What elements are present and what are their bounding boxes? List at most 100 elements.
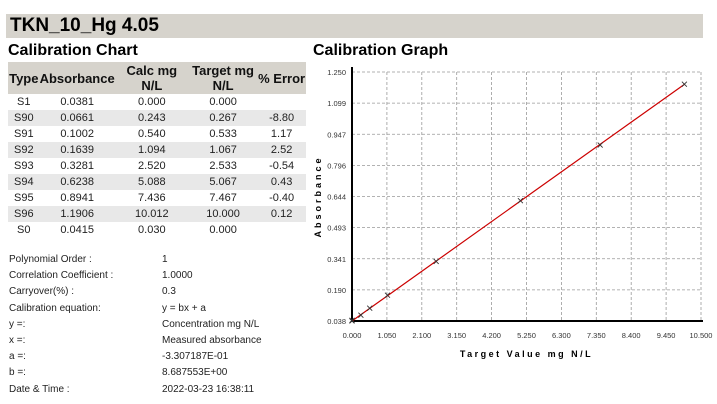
- table-cell: 0.267: [188, 110, 258, 126]
- table-cell: S93: [14, 160, 34, 172]
- info-row: Date & Time : 2022-03-23 16:38:11: [9, 384, 262, 400]
- y-tick-label: 0.341: [327, 255, 346, 264]
- info-value: Concentration mg N/L: [162, 318, 260, 330]
- table-row: S92 0.1639 1.094 1.067 2.52: [8, 142, 306, 158]
- data-point: [597, 142, 604, 148]
- info-label: Carryover(%) :: [9, 286, 75, 298]
- y-tick-label: 0.493: [327, 224, 346, 233]
- data-point: [358, 312, 364, 319]
- info-label: b =:: [9, 367, 26, 379]
- data-point: [349, 318, 355, 324]
- table-cell: 1.17: [270, 128, 293, 140]
- table-cell: 2.52: [257, 142, 306, 158]
- table-cell: S94: [8, 174, 40, 190]
- table-cell: 7.467: [209, 192, 237, 204]
- table-cell: -0.54: [269, 160, 295, 172]
- calibration-chart-heading: Calibration Chart: [8, 42, 138, 59]
- info-value: 0.3: [162, 286, 176, 298]
- x-tick-label: 4.200: [482, 331, 501, 340]
- data-point: [433, 258, 440, 265]
- info-row: x =: Measured absorbance: [9, 335, 262, 351]
- x-tick-label: 6.300: [552, 331, 571, 340]
- table-row: S0 0.0415 0.030 0.000: [8, 222, 306, 238]
- table-cell: 0.000: [209, 224, 237, 236]
- x-tick-label: 2.100: [412, 331, 431, 340]
- x-tick-label: 5.250: [517, 331, 536, 340]
- column-header: Absorbance: [39, 62, 115, 94]
- column-header: % Error: [257, 62, 306, 94]
- table-row: S95 0.8941 7.436 7.467 -0.40: [8, 190, 306, 206]
- table-cell: 0.6238: [39, 174, 115, 190]
- info-value: -3.307187E-01: [162, 351, 229, 363]
- x-tick-label: 1.050: [378, 331, 397, 340]
- table-cell: 1.094: [114, 142, 189, 158]
- x-tick-label: 9.450: [657, 331, 676, 340]
- fit-line: [351, 83, 685, 322]
- table-cell: 1.067: [188, 142, 258, 158]
- data-point: [366, 305, 373, 312]
- data-point: [349, 317, 355, 324]
- table-cell: S95: [14, 192, 34, 204]
- table-cell: S91: [14, 128, 34, 140]
- table-row: S90 0.0661 0.243 0.267 -8.80: [8, 110, 306, 126]
- table-cell: 5.067: [188, 174, 258, 190]
- table-cell: 0.43: [257, 174, 306, 190]
- table-cell: -8.80: [257, 110, 306, 126]
- table-cell: [257, 94, 306, 110]
- info-value: y = bx + a: [162, 302, 206, 314]
- table-cell: S1: [17, 96, 31, 108]
- info-value: 2022-03-23 16:38:11: [162, 383, 255, 395]
- y-axis-label: Absorbance: [313, 155, 323, 237]
- table-cell: 0.8941: [60, 192, 94, 204]
- x-tick-label: 7.350: [587, 331, 606, 340]
- info-row: b =: 8.687553E+00: [9, 367, 262, 383]
- table-cell: 1.1906: [39, 206, 115, 222]
- table-row: S94 0.6238 5.088 5.067 0.43: [8, 174, 306, 190]
- table-row: S1 0.0381 0.000 0.000: [8, 94, 306, 110]
- table-cell: 0.0661: [39, 110, 115, 126]
- table-cell: S0: [17, 224, 31, 236]
- table-cell: [257, 222, 306, 238]
- table-cell: 0.1639: [39, 142, 115, 158]
- info-value: 1: [162, 254, 168, 265]
- info-value: 1.0000: [162, 270, 193, 282]
- data-point: [681, 81, 688, 88]
- table-row: S91 0.1002 0.540 0.533 1.17: [8, 126, 306, 142]
- table-cell: S96: [8, 206, 40, 222]
- info-label: y =:: [9, 318, 26, 330]
- table-cell: 0.0415: [60, 224, 94, 236]
- y-tick-label: 1.250: [327, 68, 346, 77]
- info-label: Polynomial Order :: [9, 254, 92, 265]
- x-tick-label: 10.500: [690, 331, 713, 340]
- y-tick-label: 1.099: [327, 99, 346, 108]
- info-value: 8.687553E+00: [162, 367, 228, 379]
- calibration-graph-heading: Calibration Graph: [313, 42, 449, 59]
- info-row: y =: Concentration mg N/L: [9, 319, 262, 335]
- y-tick-label: 0.796: [327, 161, 346, 170]
- table-row: S93 0.3281 2.520 2.533 -0.54: [8, 158, 306, 174]
- table-cell: 0.12: [257, 206, 306, 222]
- info-row: Correlation Coefficient : 1.0000: [9, 270, 262, 286]
- table-cell: 7.436: [138, 192, 166, 204]
- table-cell: 2.520: [138, 160, 166, 172]
- x-axis-label: Target Value mg N/L: [460, 349, 593, 359]
- table-row: S96 1.1906 10.012 10.000 0.12: [8, 206, 306, 222]
- column-header: Calc mg N/L: [114, 62, 189, 94]
- table-cell: 2.533: [209, 160, 237, 172]
- calibration-table: Type Absorbance Calc mg N/L Target mg N/L% …: [8, 62, 306, 238]
- data-point: [384, 292, 391, 298]
- data-point: [517, 197, 524, 204]
- info-label: x =:: [9, 334, 26, 346]
- table-cell: 0.533: [209, 128, 237, 140]
- y-tick-label: 0.644: [327, 193, 346, 202]
- info-row: a =: -3.307187E-01: [9, 351, 262, 367]
- table-cell: 0.540: [138, 128, 166, 140]
- table-cell: 0.000: [138, 96, 166, 108]
- y-tick-label: 0.190: [327, 286, 346, 295]
- table-cell: -0.40: [269, 192, 295, 204]
- info-row: Carryover(%) : 0.3: [9, 286, 262, 302]
- table-cell: S92: [8, 142, 40, 158]
- info-label: Calibration equation:: [9, 302, 101, 314]
- info-row: Calibration equation: y = bx + a: [9, 303, 262, 319]
- table-cell: 0.000: [209, 96, 237, 108]
